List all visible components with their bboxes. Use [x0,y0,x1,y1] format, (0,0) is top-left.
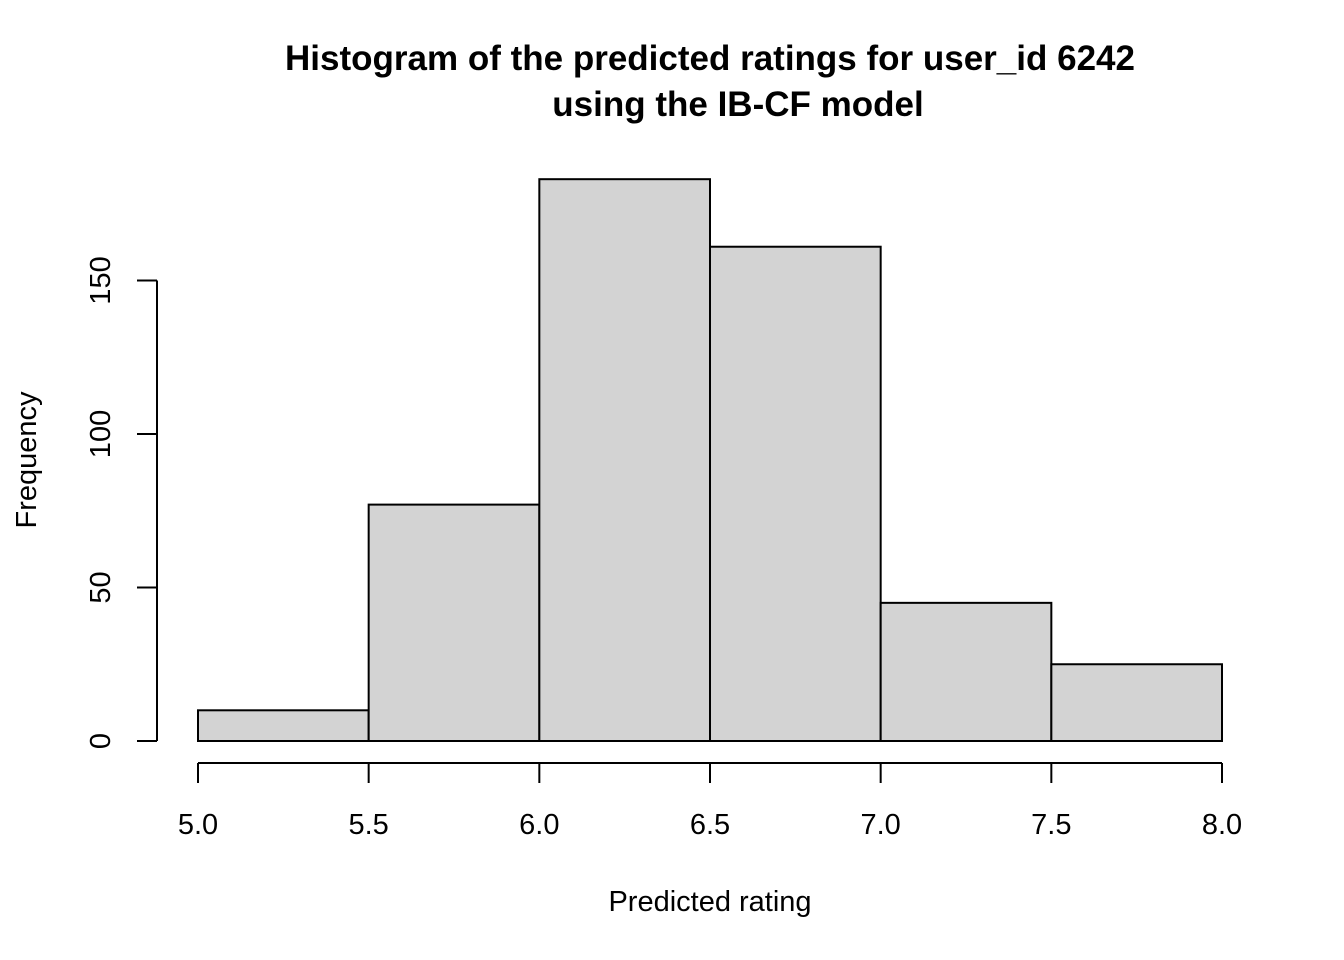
bars-group [197,178,1224,742]
y-tick-label: 0 [85,733,117,749]
histogram-bar-7.5-8.0 [1050,663,1224,742]
y-axis-label: Frequency [11,391,43,529]
x-tick-label: 8.0 [1202,809,1242,841]
chart-subtitle: using the IB-CF model [552,85,923,124]
y-tick-label: 150 [85,256,117,304]
histogram-bar-6.5-7.0 [709,245,882,742]
x-tick-label: 5.0 [178,809,218,841]
y-tick-label: 100 [85,410,117,458]
histogram-bar-5.5-6.0 [367,503,541,742]
x-tick-label: 5.5 [349,809,389,841]
x-tick-label: 6.0 [519,809,559,841]
y-tick-label: 50 [85,571,117,603]
x-tick-label: 7.0 [861,809,901,841]
x-axis: 5.0 5.5 6.0 6.5 7.0 7.5 8.0 [178,762,1242,841]
histogram-bar-7.0-7.5 [879,601,1053,742]
chart-title: Histogram of the predicted ratings for u… [285,39,1135,78]
x-tick-label: 7.5 [1031,809,1071,841]
histogram-bar-6.0-6.5 [538,178,711,742]
x-tick-label: 6.5 [690,809,730,841]
y-axis: 0 50 100 150 [85,256,158,749]
x-axis-label: Predicted rating [608,886,811,918]
histogram-bar-5.0-5.5 [197,709,370,742]
